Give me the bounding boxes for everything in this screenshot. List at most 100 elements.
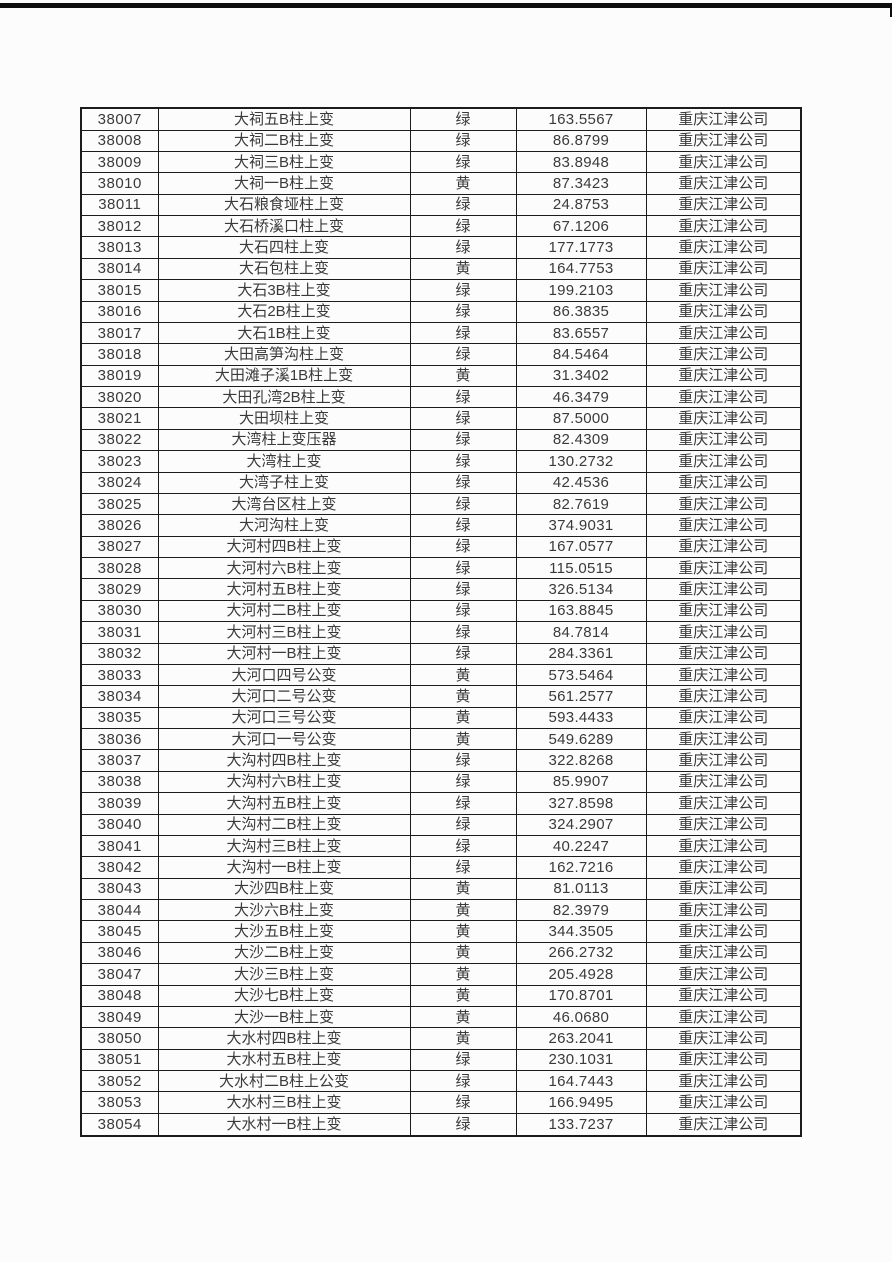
cell-value: 205.4928 — [515, 963, 647, 986]
cell-id: 38009 — [80, 150, 159, 174]
cell-company: 重庆江津公司 — [645, 963, 802, 986]
table-row: 38015 大石3B柱上变 绿 199.2103 重庆江津公司 — [80, 279, 802, 302]
cell-company: 重庆江津公司 — [645, 899, 802, 922]
cell-name: 大祠一B柱上变 — [157, 172, 411, 195]
cell-name: 大沟村三B柱上变 — [157, 834, 411, 858]
cell-name: 大田滩子溪1B柱上变 — [157, 364, 411, 388]
table-row: 38031 大河村三B柱上变 绿 84.7814 重庆江津公司 — [80, 621, 802, 644]
cell-company: 重庆江津公司 — [645, 279, 802, 302]
cell-id: 38007 — [80, 107, 159, 131]
cell-id: 38012 — [80, 215, 159, 238]
cell-name: 大石2B柱上变 — [157, 300, 411, 323]
cell-company: 重庆江津公司 — [645, 386, 802, 409]
cell-value: 263.2041 — [515, 1027, 647, 1050]
cell-id: 38017 — [80, 321, 159, 345]
cell-id: 38027 — [80, 535, 159, 559]
cell-value: 87.3423 — [515, 172, 647, 195]
cell-name: 大沙六B柱上变 — [157, 899, 411, 922]
cell-status-color: 绿 — [409, 1048, 517, 1072]
cell-value: 87.5000 — [515, 407, 647, 430]
cell-status-color: 黄 — [409, 364, 517, 388]
cell-name: 大湾柱上变压器 — [157, 428, 411, 452]
cell-status-color: 绿 — [409, 471, 517, 494]
cell-value: 67.1206 — [515, 215, 647, 238]
cell-id: 38030 — [80, 599, 159, 623]
cell-company: 重庆江津公司 — [645, 856, 802, 879]
cell-status-color: 黄 — [409, 728, 517, 751]
cell-value: 164.7443 — [515, 1070, 647, 1093]
cell-status-color: 绿 — [409, 642, 517, 665]
cell-value: 344.3505 — [515, 920, 647, 943]
cell-company: 重庆江津公司 — [645, 749, 802, 772]
table-row: 38012 大石桥溪口柱上变 绿 67.1206 重庆江津公司 — [80, 215, 802, 238]
table-row: 38013 大石四柱上变 绿 177.1773 重庆江津公司 — [80, 236, 802, 259]
cell-company: 重庆江津公司 — [645, 364, 802, 388]
cell-company: 重庆江津公司 — [645, 107, 802, 131]
table-row: 38048 大沙七B柱上变 黄 170.8701 重庆江津公司 — [80, 984, 802, 1007]
table-row: 38020 大田孔湾2B柱上变 绿 46.3479 重庆江津公司 — [80, 386, 802, 409]
cell-name: 大石四柱上变 — [157, 236, 411, 259]
table-row: 38033 大河口四号公变 黄 573.5464 重庆江津公司 — [80, 663, 802, 687]
table-row: 38046 大沙二B柱上变 黄 266.2732 重庆江津公司 — [80, 941, 802, 965]
cell-status-color: 绿 — [409, 813, 517, 836]
cell-name: 大石桥溪口柱上变 — [157, 215, 411, 238]
cell-name: 大河口四号公变 — [157, 663, 411, 687]
cell-name: 大沟村一B柱上变 — [157, 856, 411, 879]
cell-name: 大祠三B柱上变 — [157, 150, 411, 174]
cell-status-color: 黄 — [409, 663, 517, 687]
cell-status-color: 绿 — [409, 279, 517, 302]
cell-id: 38046 — [80, 941, 159, 965]
cell-name: 大河村三B柱上变 — [157, 621, 411, 644]
cell-value: 199.2103 — [515, 279, 647, 302]
table-row: 38050 大水村四B柱上变 黄 263.2041 重庆江津公司 — [80, 1027, 802, 1050]
cell-id: 38049 — [80, 1005, 159, 1029]
cell-name: 大湾台区柱上变 — [157, 492, 411, 516]
cell-value: 170.8701 — [515, 984, 647, 1007]
table-row: 38010 大祠一B柱上变 黄 87.3423 重庆江津公司 — [80, 172, 802, 195]
cell-name: 大河口二号公变 — [157, 685, 411, 708]
table-row: 38023 大湾柱上变 绿 130.2732 重庆江津公司 — [80, 450, 802, 473]
table-row: 38025 大湾台区柱上变 绿 82.7619 重庆江津公司 — [80, 492, 802, 516]
table-row: 38032 大河村一B柱上变 绿 284.3361 重庆江津公司 — [80, 642, 802, 665]
cell-status-color: 绿 — [409, 792, 517, 815]
cell-status-color: 绿 — [409, 492, 517, 516]
table-row: 38044 大沙六B柱上变 黄 82.3979 重庆江津公司 — [80, 899, 802, 922]
cell-status-color: 黄 — [409, 257, 517, 281]
cell-value: 115.0515 — [515, 557, 647, 580]
cell-name: 大河沟柱上变 — [157, 514, 411, 537]
cell-value: 86.8799 — [515, 129, 647, 152]
cell-status-color: 黄 — [409, 1005, 517, 1029]
cell-company: 重庆江津公司 — [645, 813, 802, 836]
cell-company: 重庆江津公司 — [645, 877, 802, 901]
cell-status-color: 绿 — [409, 407, 517, 430]
cell-id: 38013 — [80, 236, 159, 259]
cell-status-color: 绿 — [409, 107, 517, 131]
cell-id: 38020 — [80, 386, 159, 409]
cell-status-color: 绿 — [409, 193, 517, 217]
cell-name: 大沙一B柱上变 — [157, 1005, 411, 1029]
scan-artifact-right-tick — [890, 3, 892, 17]
cell-name: 大水村一B柱上变 — [157, 1112, 411, 1137]
cell-company: 重庆江津公司 — [645, 621, 802, 644]
cell-id: 38044 — [80, 899, 159, 922]
cell-value: 84.5464 — [515, 343, 647, 366]
cell-value: 164.7753 — [515, 257, 647, 281]
cell-id: 38016 — [80, 300, 159, 323]
table-row: 38034 大河口二号公变 黄 561.2577 重庆江津公司 — [80, 685, 802, 708]
cell-name: 大沟村六B柱上变 — [157, 770, 411, 794]
table-row: 38037 大沟村四B柱上变 绿 322.8268 重庆江津公司 — [80, 749, 802, 772]
cell-name: 大河口三号公变 — [157, 706, 411, 730]
cell-company: 重庆江津公司 — [645, 1027, 802, 1050]
cell-value: 85.9907 — [515, 770, 647, 794]
cell-name: 大沟村五B柱上变 — [157, 792, 411, 815]
cell-value: 162.7216 — [515, 856, 647, 879]
cell-name: 大水村四B柱上变 — [157, 1027, 411, 1050]
cell-company: 重庆江津公司 — [645, 215, 802, 238]
cell-id: 38021 — [80, 407, 159, 430]
table-row: 38043 大沙四B柱上变 黄 81.0113 重庆江津公司 — [80, 877, 802, 901]
cell-company: 重庆江津公司 — [645, 172, 802, 195]
cell-value: 42.4536 — [515, 471, 647, 494]
cell-company: 重庆江津公司 — [645, 1048, 802, 1072]
cell-status-color: 绿 — [409, 599, 517, 623]
